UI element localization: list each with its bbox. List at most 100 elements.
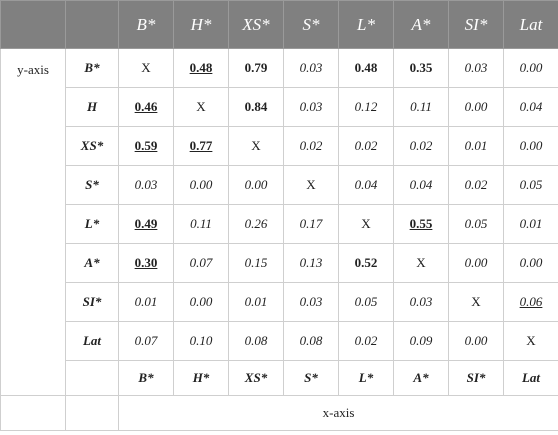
value-cell: 0.01 xyxy=(118,282,174,322)
value-cell: 0.79 xyxy=(228,48,284,88)
row-label: Lat xyxy=(65,321,119,361)
value-cell: 0.48 xyxy=(173,48,229,88)
value-cell: 0.02 xyxy=(338,126,394,166)
value-cell: 0.00 xyxy=(448,243,504,283)
value-cell: X xyxy=(448,282,504,322)
value-cell: 0.11 xyxy=(173,204,229,244)
row-label: A* xyxy=(65,243,119,283)
value-cell: 0.11 xyxy=(393,87,449,127)
value-cell: 0.05 xyxy=(448,204,504,244)
data-row: A* 0.30 0.07 0.15 0.13 0.52 X 0.00 0.00 xyxy=(1,243,558,283)
row-label: S* xyxy=(65,165,119,205)
empty-cell xyxy=(65,360,119,396)
value-cell: 0.12 xyxy=(338,87,394,127)
value-cell: 0.02 xyxy=(283,126,339,166)
value-cell: X xyxy=(173,87,229,127)
value-cell: 0.05 xyxy=(338,282,394,322)
value-cell: 0.01 xyxy=(448,126,504,166)
value-cell: 0.30 xyxy=(118,243,174,283)
value-cell: 0.10 xyxy=(173,321,229,361)
value-cell: 0.04 xyxy=(393,165,449,205)
footer-label: L* xyxy=(338,360,394,396)
value-cell: 0.49 xyxy=(118,204,174,244)
row-label: L* xyxy=(65,204,119,244)
value-cell: 0.02 xyxy=(338,321,394,361)
data-row: y-axis B* X 0.48 0.79 0.03 0.48 0.35 0.03 0.00 xyxy=(0,48,558,396)
row-label: B* xyxy=(65,48,119,88)
value-cell: X xyxy=(503,321,558,361)
value-cell: 0.07 xyxy=(118,321,174,361)
column-header: S* xyxy=(283,0,339,49)
value-cell: 0.03 xyxy=(283,48,339,88)
value-cell: 0.02 xyxy=(393,126,449,166)
value-cell: 0.08 xyxy=(228,321,284,361)
column-header: L* xyxy=(338,0,394,49)
value-cell: 0.00 xyxy=(503,243,558,283)
value-cell: 0.52 xyxy=(338,243,394,283)
corner-cell xyxy=(65,0,119,49)
footer-label: Lat xyxy=(503,360,558,396)
value-cell: 0.46 xyxy=(118,87,174,127)
value-cell: 0.84 xyxy=(228,87,284,127)
value-cell: 0.59 xyxy=(118,126,174,166)
value-cell: 0.04 xyxy=(338,165,394,205)
x-axis-row: x-axis xyxy=(0,395,558,431)
value-cell: X xyxy=(283,165,339,205)
value-cell: 0.15 xyxy=(228,243,284,283)
value-cell: 0.00 xyxy=(173,165,229,205)
value-cell: 0.00 xyxy=(448,87,504,127)
value-cell: 0.00 xyxy=(448,321,504,361)
y-axis-label: y-axis xyxy=(0,48,66,396)
row-label: SI* xyxy=(65,282,119,322)
value-cell: 0.13 xyxy=(283,243,339,283)
footer-label: A* xyxy=(393,360,449,396)
empty-cell xyxy=(0,395,66,431)
value-cell: X xyxy=(393,243,449,283)
value-cell: 0.00 xyxy=(503,126,558,166)
data-row: Lat 0.07 0.10 0.08 0.08 0.02 0.09 0.00 X xyxy=(1,321,558,361)
value-cell: 0.35 xyxy=(393,48,449,88)
footer-label: XS* xyxy=(228,360,284,396)
empty-cell xyxy=(65,395,119,431)
value-cell: X xyxy=(228,126,284,166)
value-cell: 0.03 xyxy=(448,48,504,88)
row-label: XS* xyxy=(65,126,119,166)
value-cell: 0.00 xyxy=(173,282,229,322)
data-row: L* 0.49 0.11 0.26 0.17 X 0.55 0.05 0.01 xyxy=(1,204,558,244)
value-cell: X xyxy=(118,48,174,88)
value-cell: 0.02 xyxy=(448,165,504,205)
column-header: A* xyxy=(393,0,449,49)
footer-label: H* xyxy=(173,360,229,396)
x-axis-label: x-axis xyxy=(118,395,558,431)
footer-label: SI* xyxy=(448,360,504,396)
footer-label: B* xyxy=(118,360,174,396)
value-cell: 0.06 xyxy=(503,282,558,322)
value-cell: 0.07 xyxy=(173,243,229,283)
value-cell: 0.01 xyxy=(503,204,558,244)
data-row: SI* 0.01 0.00 0.01 0.03 0.05 0.03 X 0.06 xyxy=(1,282,558,322)
value-cell: 0.03 xyxy=(393,282,449,322)
corner-cell xyxy=(0,0,66,49)
value-cell: 0.55 xyxy=(393,204,449,244)
value-cell: 0.01 xyxy=(228,282,284,322)
value-cell: 0.48 xyxy=(338,48,394,88)
column-header: H* xyxy=(173,0,229,49)
footer-label: S* xyxy=(283,360,339,396)
data-row: XS* 0.59 0.77 X 0.02 0.02 0.02 0.01 0.00 xyxy=(1,126,558,166)
value-cell: 0.03 xyxy=(283,87,339,127)
value-cell: 0.04 xyxy=(503,87,558,127)
footer-row: B* H* XS* S* L* A* SI* Lat xyxy=(1,360,558,396)
column-header: XS* xyxy=(228,0,284,49)
data-row: S* 0.03 0.00 0.00 X 0.04 0.04 0.02 0.05 xyxy=(1,165,558,205)
column-header: SI* xyxy=(448,0,504,49)
value-cell: 0.17 xyxy=(283,204,339,244)
data-row: H 0.46 X 0.84 0.03 0.12 0.11 0.00 0.04 xyxy=(1,87,558,127)
value-cell: 0.26 xyxy=(228,204,284,244)
header-row: B* H* XS* S* L* A* SI* Lat xyxy=(0,0,558,49)
value-cell: X xyxy=(338,204,394,244)
value-cell: 0.00 xyxy=(228,165,284,205)
value-cell: 0.03 xyxy=(283,282,339,322)
value-cell: 0.00 xyxy=(503,48,558,88)
value-cell: 0.77 xyxy=(173,126,229,166)
